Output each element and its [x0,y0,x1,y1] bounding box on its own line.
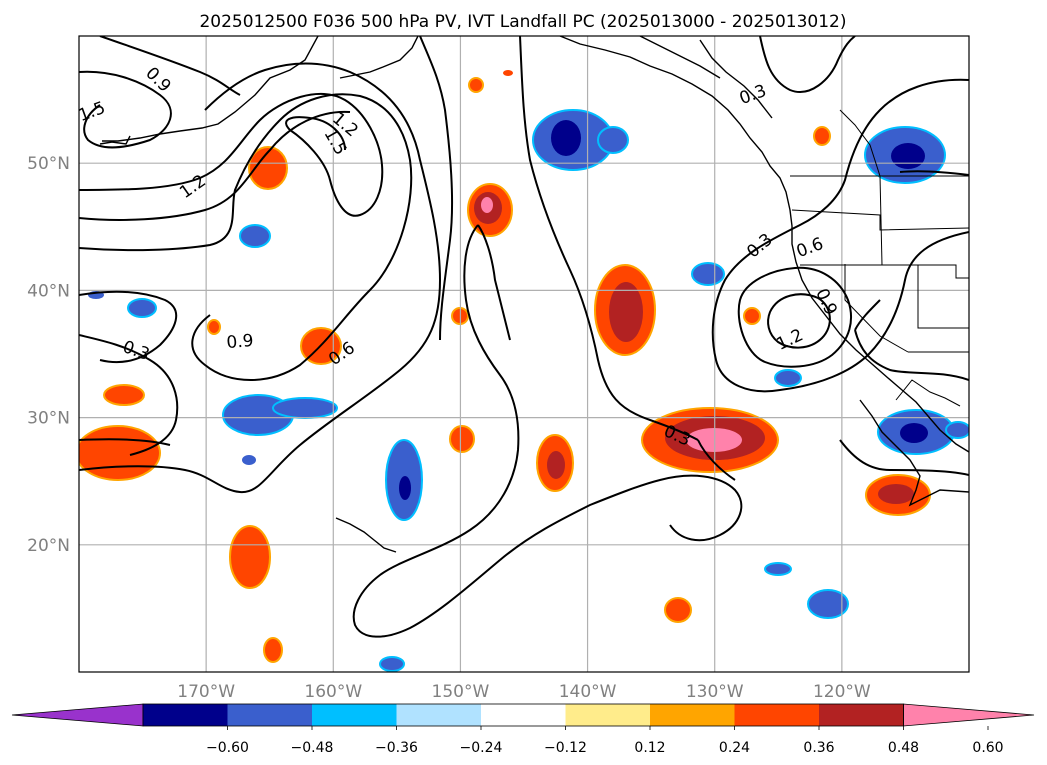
colorbar-segment [481,704,566,726]
pv-negative-region [127,298,157,318]
colorbar-segment [565,704,651,726]
colorbar-tick-label: −0.24 [460,740,503,756]
latitude-label: 20°N [27,536,70,556]
pv-negative-region [239,224,271,248]
map-plot-area: 0.91.5 1.21.51.20.3 0.9 0.60.30.3 0.60.91.20… [79,36,969,672]
pv-positive-region [686,428,742,452]
pv-positive-region [878,484,914,504]
colorbar-segment [227,704,313,726]
colorbar-tick-label: 0.36 [803,740,834,756]
pv-positive-region [547,451,565,479]
pv-positive-region [481,197,493,213]
colorbar-tick-label: 0.12 [634,740,665,756]
pv-positive-region [229,525,271,589]
colorbar-segment [143,704,228,726]
political-borders [790,109,969,407]
longitude-labels: 170°W 160°W 150°W 140°W 130°W 120°W [177,682,871,702]
pv-negative-region [764,562,792,576]
colorbar: −0.60 −0.48 −0.36 −0.24 −0.12 0.12 0.24 0.36 0.4… [11,703,1035,756]
longitude-label: 170°W [177,682,235,702]
pv-negative-region [945,421,969,439]
map-gridlines [79,36,969,672]
colorbar-segment [312,704,397,726]
pv-negative-region [891,143,925,169]
colorbar-tick-label: −0.36 [375,740,418,756]
pv-positive-region [813,126,831,146]
pv-negative-region [774,369,802,387]
colorbar-segment [650,704,735,726]
pv-negative-region [807,589,849,619]
colorbar-tick-label: −0.12 [544,740,587,756]
colorbar-extend-high [903,703,1035,727]
pv-positive-region [248,146,288,190]
colorbar-extend-low [11,703,144,727]
latitude-label: 40°N [27,281,70,301]
pv-positive-region [263,637,283,663]
colorbar-tick-label: 0.60 [972,740,1003,756]
pv-negative-region [691,262,725,286]
pv-contours [79,36,969,638]
latitude-labels: 50°N 40°N 30°N 20°N [27,154,70,556]
coastlines [99,36,969,553]
colorbar-outline [142,703,904,727]
pv-positive-region [503,70,513,76]
pv-shaded-regions [79,70,969,672]
colorbar-tick-label: 0.24 [719,740,750,756]
pv-negative-region [379,656,405,672]
pv-negative-region [551,120,581,156]
map-title: 2025012500 F036 500 hPa PV, IVT Landfall… [199,12,846,32]
longitude-label: 140°W [559,682,617,702]
pv-negative-region [242,455,256,465]
latitude-label: 30°N [27,409,70,429]
pv-positive-region [664,597,692,623]
colorbar-segment [819,704,904,726]
pv-negative-region [900,423,928,443]
pv-positive-region [103,384,145,406]
longitude-label: 120°W [813,682,871,702]
longitude-label: 150°W [432,682,490,702]
pv-positive-region [79,425,161,481]
longitude-label: 130°W [686,682,744,702]
map-frame [78,35,970,673]
colorbar-tick-label: −0.60 [206,740,249,756]
pv-positive-region [468,77,484,93]
colorbar-tick-label: −0.48 [291,740,334,756]
pv-positive-region [609,282,643,342]
colorbar-segment [734,704,820,726]
longitude-label: 160°W [304,682,362,702]
pv-positive-region [207,319,221,335]
colorbar-tick-label: 0.48 [888,740,919,756]
latitude-label: 50°N [27,154,70,174]
colorbar-segment [396,704,482,726]
pv-positive-region [743,307,761,325]
pv-negative-region [272,397,338,419]
pv-negative-region [597,126,629,154]
pv-positive-region [449,425,475,453]
pv-negative-region [399,476,411,500]
contour-label: 0.9 [226,331,255,353]
